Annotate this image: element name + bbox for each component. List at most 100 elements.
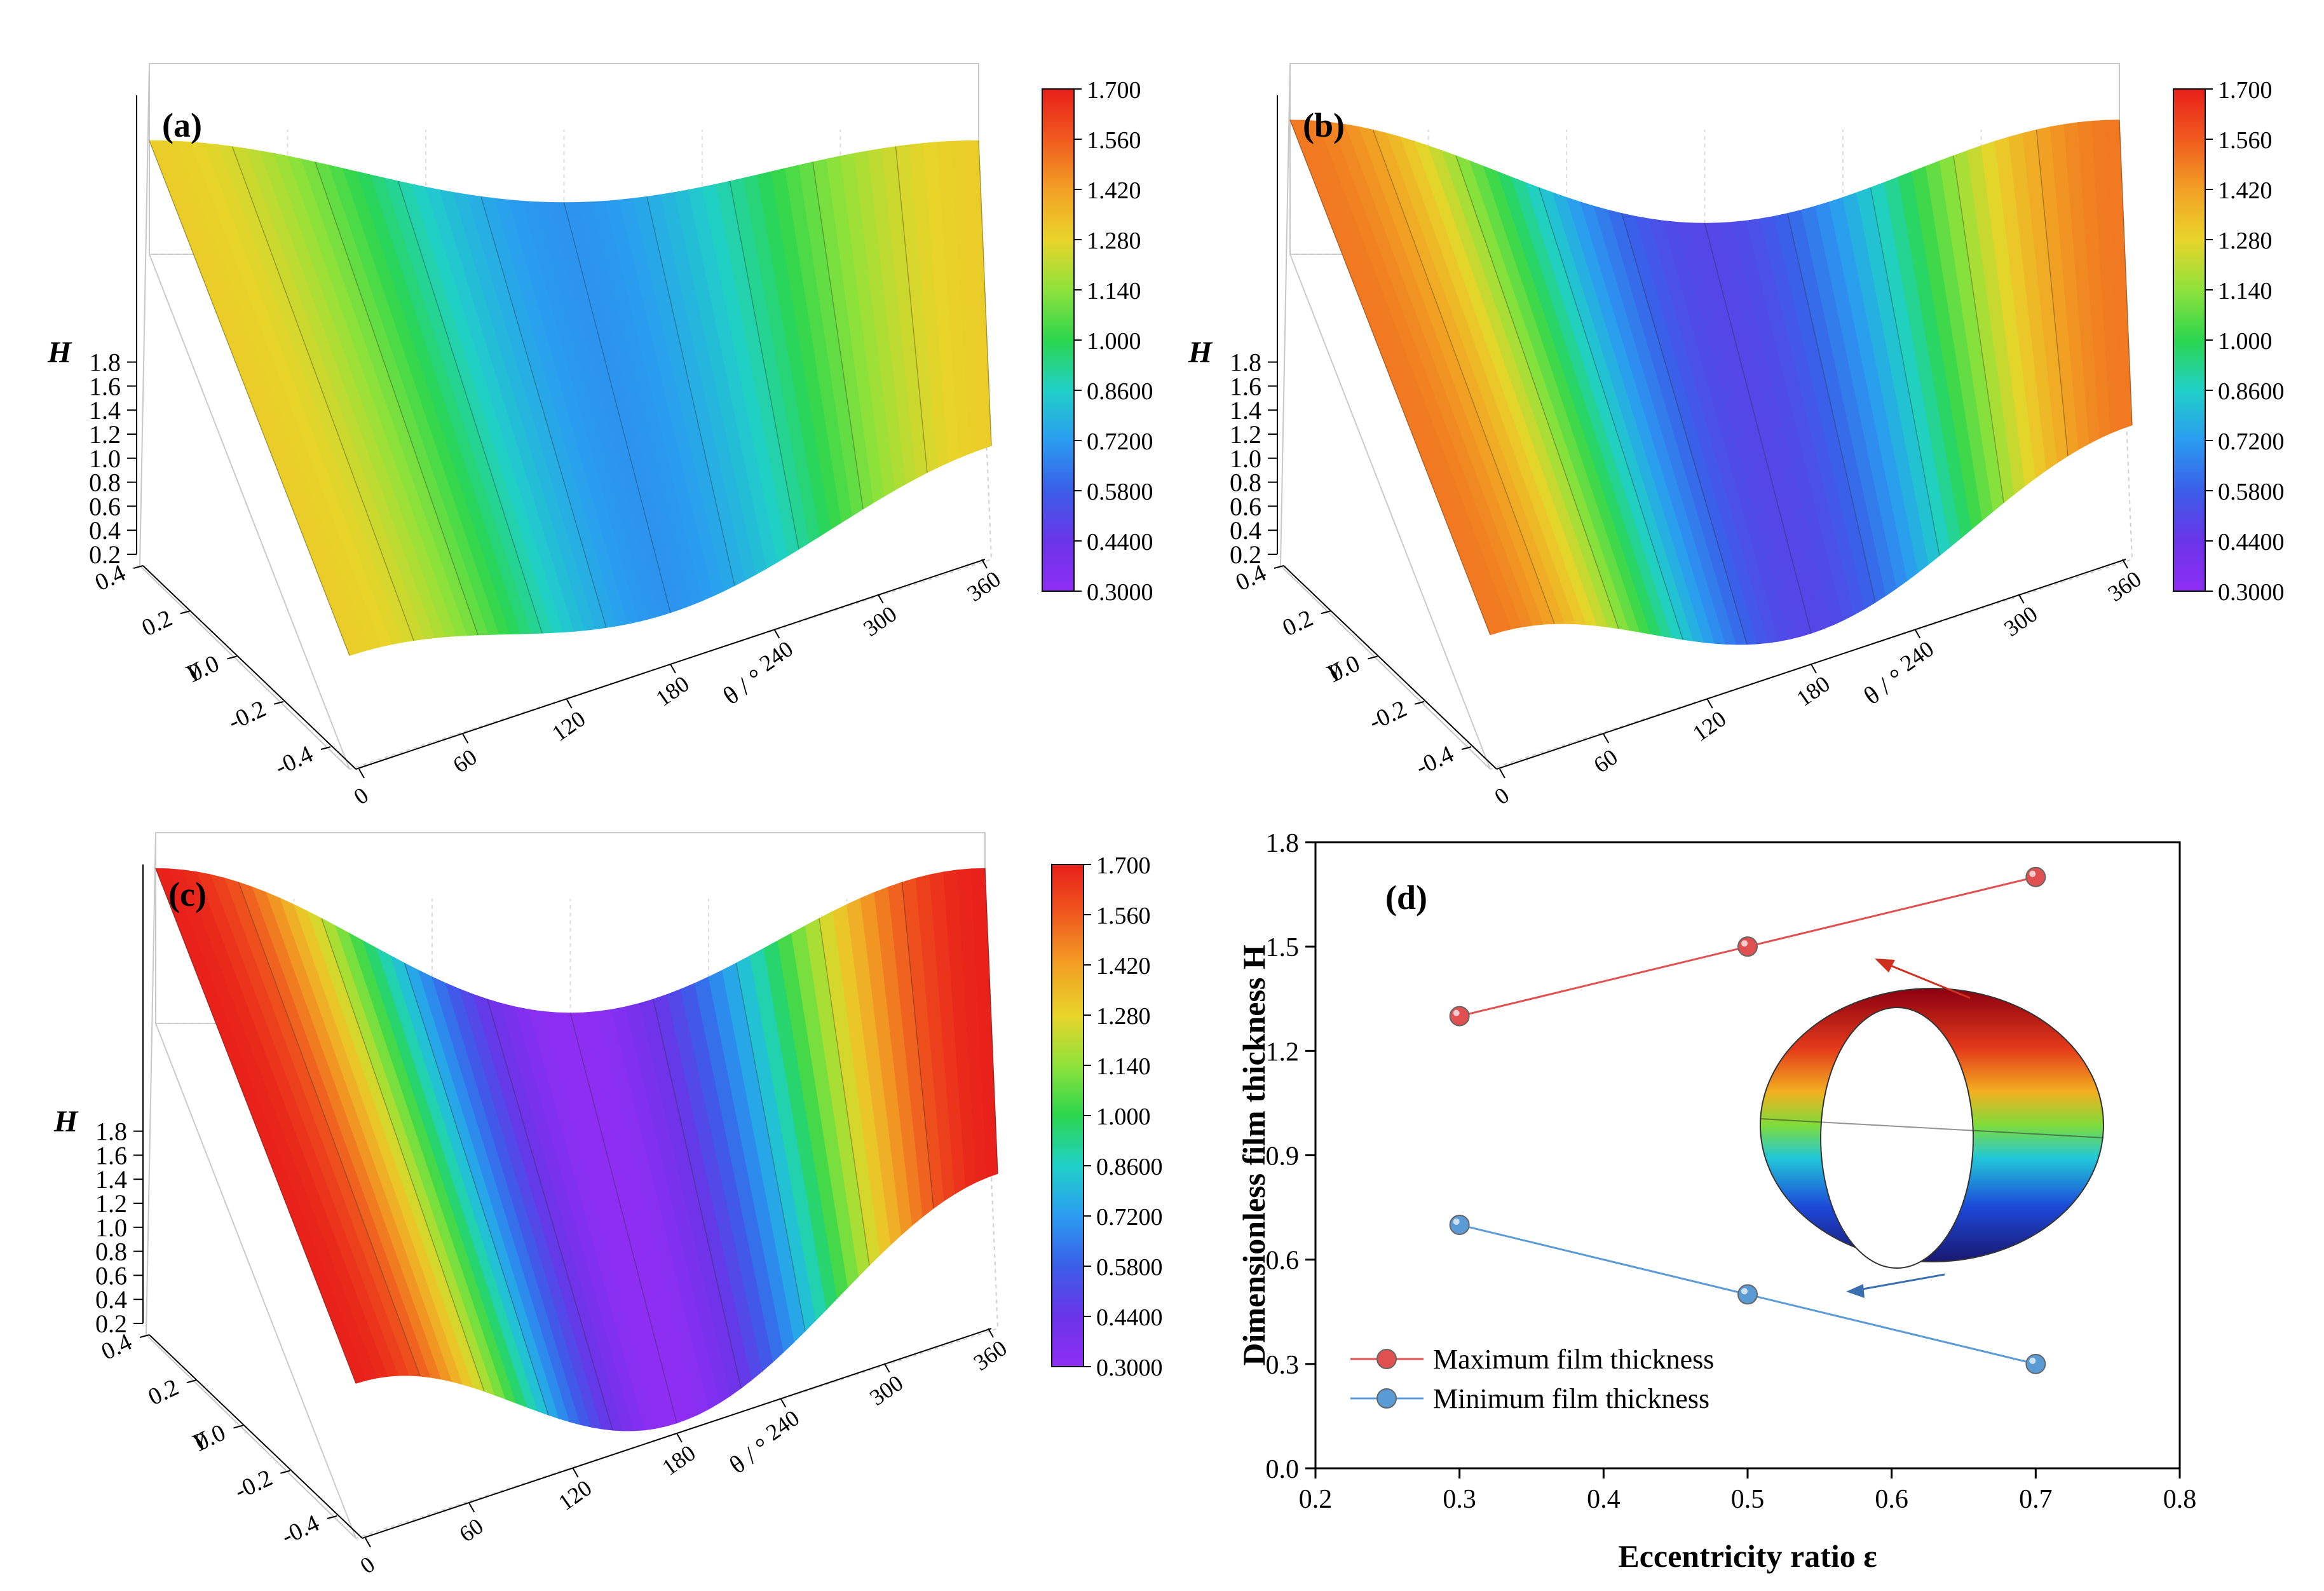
panel-c-label: (c) [168,875,207,913]
surface-cell [953,374,967,406]
surface-cell [2070,201,2086,231]
y-tick [1461,746,1472,750]
x-tick-label: 0.5 [1731,1485,1765,1514]
surface-cell [2096,197,2112,226]
surface-cell [966,397,980,428]
surface-contour [397,181,543,634]
surface-cell [2072,227,2088,258]
surface-cell [929,871,946,902]
panel-b-surface-mesh [1289,119,2133,645]
theta-tick [468,1503,475,1513]
colorbar-tick-label: 1.420 [1096,953,1151,980]
surface-cell [2084,385,2099,418]
h-tick-label: 1.4 [95,1165,127,1194]
surface-cell [964,140,981,167]
h-tick-label: 0.2 [1230,540,1261,569]
colorbar-tick-label: 1.140 [1096,1053,1151,1080]
data-point-highlight [1453,1218,1460,1225]
h-tick-label: 0.8 [95,1238,127,1266]
data-point [1449,1214,1470,1235]
h-tick-label: 1.6 [89,372,121,400]
theta-tick [780,1398,787,1408]
surface-cell [944,404,958,437]
panel-d-line-chart: 0.2 0.3 0.4 0.5 0.6 0.7 0.8 0.0 0.3 0.6 0.9 1.2 1.5… [1236,829,2196,1574]
surface-cell [944,1055,959,1088]
y-tick-label: 0.2 [144,1374,183,1410]
surface-contour [1455,155,1619,629]
surface-cell [963,971,979,1000]
surface-contour [819,918,870,1266]
surface-cell [2090,303,2105,334]
y-tick [133,565,144,569]
surface-contour [321,918,485,1392]
y-tick-label: 1.2 [1266,1037,1300,1067]
theta-tick [1499,768,1505,779]
theta-tick-label: 180 [1792,671,1835,711]
surface-contour [149,140,350,656]
y-tick-label: -0.2 [231,1465,276,1505]
surface-cell [2094,171,2110,200]
theta-axis-line [362,1328,992,1539]
surface-cell [944,245,960,275]
h-tick-label: 0.2 [95,1309,127,1338]
panel-a-theta-axis-label: θ / ° [717,662,768,710]
surface-cell [955,400,969,432]
surface-cell [2116,323,2130,352]
surface-cell [2099,248,2114,278]
max-arrowhead [1875,959,1895,973]
h-tick-label: 0.6 [89,492,121,521]
surface-cell [968,216,984,244]
y-tick [280,1470,290,1474]
surface-cell [2114,297,2128,327]
h-tick-label: 1.6 [1230,372,1261,400]
y-tick-label: -0.2 [1365,695,1411,735]
surface-cell [946,271,961,301]
y-tick [1368,655,1378,660]
surface-cell [974,318,988,347]
colorbar-tick-label: 0.7200 [2218,428,2285,455]
surface-cell [2107,170,2123,198]
surface-cell [2092,329,2107,360]
x-tick-label: 0.6 [1875,1485,1908,1514]
theta-tick-label: 300 [865,1370,907,1410]
surface-cell [937,325,953,357]
h-tick-label: 1.2 [1230,420,1261,449]
surface-cell [922,953,939,987]
h-tick-label: 0.4 [89,516,121,545]
surface-cell [2066,310,2081,343]
surface-cell [2117,348,2131,378]
surface-cell [2109,196,2124,224]
h-tick-label: 0.2 [89,540,121,569]
surface-cell [915,874,932,906]
surface-cell [980,1046,994,1075]
data-point [2025,1353,2046,1374]
ring-midline [1760,1118,2104,1138]
h-tick-label: 0.6 [95,1261,127,1290]
surface-cell [982,1096,996,1127]
theta-tick [566,699,573,709]
x-tick-label: 0.4 [1587,1485,1621,1514]
data-point-highlight [2029,870,2036,877]
surface-cell [972,1125,986,1157]
surface-cell [2084,224,2100,255]
surface-contour [569,1013,677,1423]
surface-cell [2113,272,2128,301]
surface-cell [935,950,951,982]
colorbar-tick-label: 1.280 [1096,1003,1151,1030]
theta-tick [1603,734,1610,744]
surface-cell [939,167,955,195]
y-tick-label: -0.4 [1412,741,1458,781]
theta-tick [365,1538,371,1548]
panel-b-h-axis-label: H [1188,336,1213,369]
surface-cell [925,329,941,360]
surface-contour [735,963,806,1332]
h-tick-label: 1.8 [95,1117,127,1146]
surface-cell [948,297,963,327]
colorbar-tick-label: 1.420 [1087,177,1141,204]
colorbar-tick-label: 1.140 [2218,278,2273,304]
colorbar-tick-label: 0.5800 [1096,1254,1163,1281]
surface-cell [949,323,964,353]
theta-tick-label: 120 [547,706,590,746]
theta-tick-label: 360 [963,566,1005,606]
h-tick-label: 1.4 [1230,396,1261,425]
